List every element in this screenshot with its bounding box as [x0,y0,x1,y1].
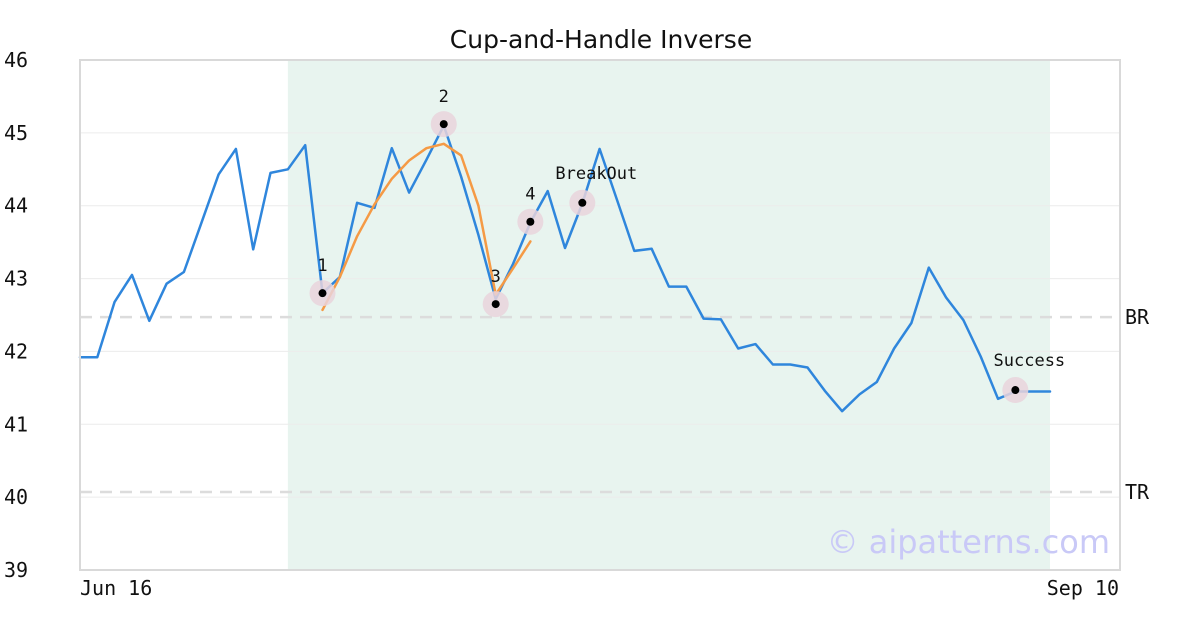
point-label: 3 [491,267,501,287]
y-tick-label: 44 [4,194,28,218]
level-label: TR [1125,480,1150,504]
point-label: Success [994,351,1066,371]
y-tick-label: 42 [4,339,28,363]
chart-title: Cup-and-Handle Inverse [450,25,752,54]
point-marker [526,217,535,226]
highlight-region [287,60,1050,570]
y-tick-label: 41 [4,412,28,436]
y-tick-label: 46 [4,48,28,72]
point-label: 2 [439,87,449,107]
x-tick-label: Jun 16 [80,576,152,600]
x-tick-label: Sep 10 [1047,576,1119,600]
y-tick-label: 43 [4,267,28,291]
point-label: BreakOut [555,164,637,184]
point-marker [1011,386,1020,395]
y-tick-label: 39 [4,558,28,582]
y-tick-label: 40 [4,485,28,509]
point-marker [578,198,587,207]
watermark: © aipatterns.com [827,523,1110,561]
point-marker [439,120,448,129]
point-marker [491,300,500,309]
y-tick-label: 45 [4,121,28,145]
point-marker [318,289,327,298]
point-label: 4 [525,185,535,205]
price-line [78,124,1052,413]
plot-frame [79,59,1121,571]
level-label: BR [1125,305,1150,329]
point-label: 1 [317,256,327,276]
